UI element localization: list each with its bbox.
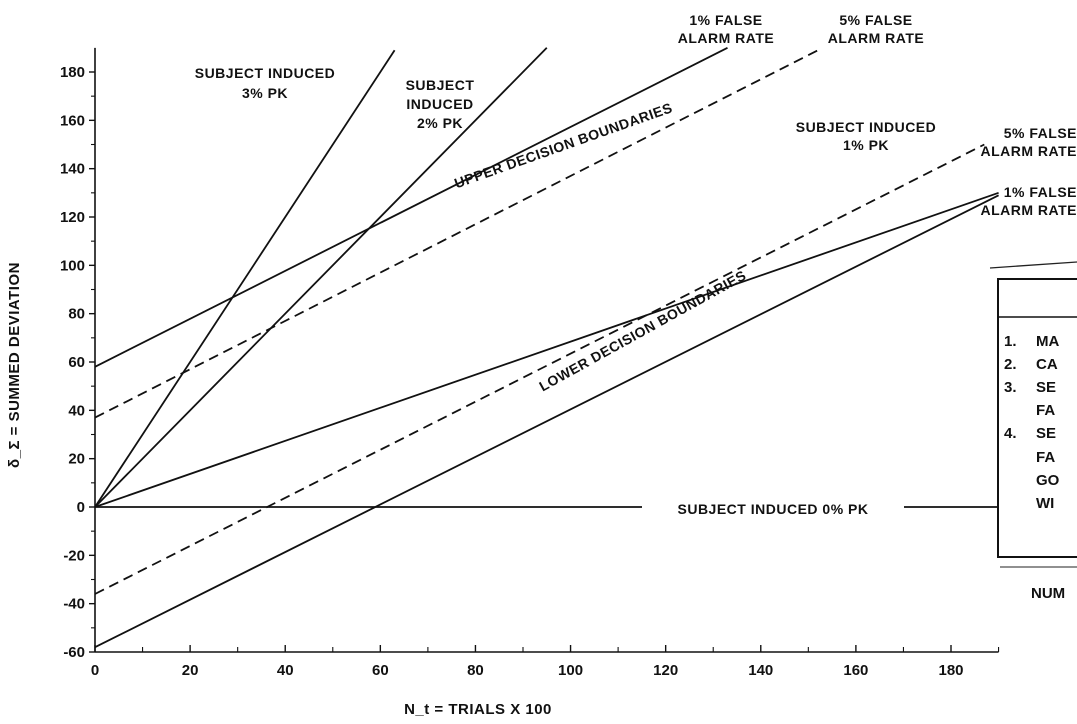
- legend-box: [997, 278, 1077, 558]
- x-tick-label: 20: [182, 662, 199, 679]
- series-line-pk2: [94, 47, 548, 508]
- label-gap-pk0-label: [642, 497, 904, 517]
- x-tick-label: 120: [653, 662, 678, 679]
- legend-item-text: SE: [1036, 425, 1056, 442]
- annotation-upper-5-label-line: ALARM RATE: [828, 30, 925, 46]
- y-tick-label: 160: [60, 112, 85, 129]
- x-tick-label: 0: [91, 662, 99, 679]
- series-line-lower-5: [94, 143, 985, 595]
- annotations-layer: SUBJECT INDUCED 3% PK SUBJECT INDUCED 2% PK S…: [195, 12, 1077, 517]
- annotation-pk0-label-line: SUBJECT INDUCED 0% PK: [678, 501, 869, 517]
- series-line-pk1: [94, 191, 999, 508]
- annotation-pk2-label-line: 2% PK: [417, 115, 463, 131]
- y-tick-label: 40: [68, 402, 85, 419]
- annotation-pk2-label-line: SUBJECT: [406, 77, 475, 93]
- legend-item-number: 4.: [1004, 425, 1017, 442]
- x-tick-label: 160: [843, 662, 868, 679]
- annotation-pk2-label-line: INDUCED: [406, 96, 473, 112]
- x-tick-label: 100: [558, 662, 583, 679]
- y-tick-label: 100: [60, 257, 85, 274]
- x-tick-label: 60: [372, 662, 389, 679]
- annotation-upper-1-label-line: ALARM RATE: [678, 30, 775, 46]
- legend-footer: NUM: [1031, 585, 1065, 602]
- axes: -60 -40 -20 0 20 40 60 80 100 120 140 160 180 0 20 40 60…: [6, 47, 1000, 718]
- annotation-lower-1-label-line: ALARM RATE: [980, 202, 1077, 218]
- panel-top-edge: [989, 261, 1077, 269]
- y-tick-label: 180: [60, 64, 85, 81]
- series-line-upper-5: [94, 49, 819, 419]
- annotation-lower-bounds-line: LOWER DECISION BOUNDARIES: [536, 267, 749, 395]
- x-tick-label: 80: [467, 662, 484, 679]
- annotation-pk1-label-line: SUBJECT INDUCED: [796, 119, 937, 135]
- annotation-pk3-label-line: 3% PK: [242, 85, 288, 101]
- annotation-lower-1-label-line: 1% FALSE: [1004, 184, 1077, 200]
- y-tick-label: 120: [60, 209, 85, 226]
- annotation-upper-5-label-line: 5% FALSE: [839, 12, 912, 28]
- annotation-upper-1-label-line: 1% FALSE: [689, 12, 762, 28]
- annotation-pk3-label-line: SUBJECT INDUCED: [195, 65, 336, 81]
- series-line-upper-1: [94, 46, 728, 368]
- annotation-lower-5-label-line: ALARM RATE: [980, 143, 1077, 159]
- y-tick-label: 0: [77, 499, 85, 516]
- y-tick-label: -20: [63, 547, 85, 564]
- legend-item-text: FA: [1036, 449, 1055, 466]
- legend-item-number: 2.: [1004, 356, 1017, 373]
- legend-item-text: GO: [1036, 472, 1060, 489]
- x-tick-label: 140: [748, 662, 773, 679]
- legend-item-text: FA: [1036, 402, 1055, 419]
- series-line-lower-1: [94, 194, 1000, 649]
- y-tick-label: 80: [68, 306, 85, 323]
- y-axis-title: δ_Σ = SUMMED DEVIATION: [6, 262, 23, 468]
- legend-item-number: 3.: [1004, 379, 1017, 396]
- y-tick-label: 20: [68, 451, 85, 468]
- annotation-upper-bounds-line: UPPER DECISION BOUNDARIES: [452, 99, 674, 191]
- annotation-lower-5-label-line: 5% FALSE: [1004, 125, 1077, 141]
- x-tick-label: 40: [277, 662, 294, 679]
- x-axis-title: N_t = TRIALS X 100: [404, 701, 552, 718]
- series-line-pk3: [94, 49, 396, 508]
- annotation-pk1-label-line: 1% PK: [843, 137, 889, 153]
- y-tick-label: 140: [60, 161, 85, 178]
- y-tick-label: -40: [63, 596, 85, 613]
- legend-item-number: 1.: [1004, 333, 1017, 350]
- y-tick-label: -60: [63, 644, 85, 661]
- legend-item-text: WI: [1036, 495, 1054, 512]
- y-tick-label: 60: [68, 354, 85, 371]
- legend-panel: 1. MA 2. CA 3. SE FA 4. SE FA GO WI NUM: [989, 261, 1077, 602]
- x-tick-label: 180: [938, 662, 963, 679]
- legend-item-text: SE: [1036, 379, 1056, 396]
- legend-item-text: MA: [1036, 333, 1059, 350]
- legend-item-text: CA: [1036, 356, 1058, 373]
